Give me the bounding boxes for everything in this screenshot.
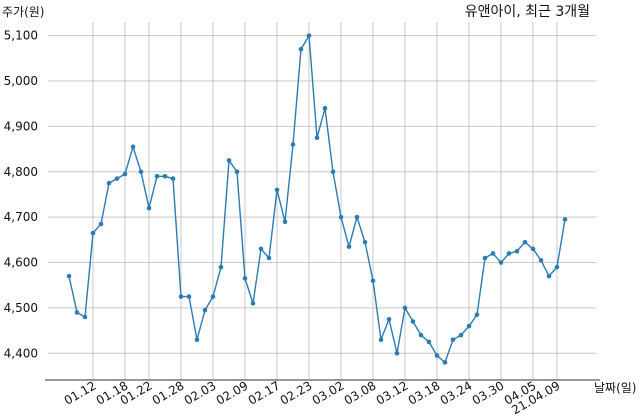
data-point <box>498 260 504 265</box>
data-point <box>490 251 496 256</box>
data-point <box>90 230 96 236</box>
data-point <box>554 264 560 270</box>
data-point <box>106 180 112 186</box>
data-point <box>354 214 360 220</box>
chart-title: 유앤아이, 최근 3개월 <box>465 4 590 20</box>
data-point <box>506 251 512 256</box>
data-point <box>178 294 184 299</box>
data-point <box>538 257 544 263</box>
data-point <box>186 294 192 299</box>
data-point <box>210 294 216 299</box>
data-point <box>250 301 256 306</box>
data-point <box>66 273 72 279</box>
data-point <box>450 337 456 342</box>
data-point <box>418 332 424 338</box>
x-axis-label: 날짜(일) <box>594 381 636 395</box>
data-point <box>266 255 272 261</box>
x-tick-label: 03.18 <box>406 378 443 407</box>
data-point <box>370 278 376 283</box>
x-tick-label: 03.30 <box>470 378 507 407</box>
data-point <box>434 353 440 358</box>
data-point <box>410 319 416 324</box>
series-line <box>68 33 566 364</box>
y-tick-label: 4,600 <box>4 256 38 270</box>
data-point <box>522 239 528 245</box>
data-point <box>474 312 480 318</box>
x-tick-label: 02.03 <box>182 378 219 407</box>
data-point <box>386 316 392 322</box>
data-point <box>290 142 296 147</box>
y-tick-label: 5,100 <box>4 29 38 43</box>
data-point <box>162 174 168 179</box>
y-tick-label: 4,800 <box>4 165 38 179</box>
x-tick-label: 03.02 <box>310 378 347 407</box>
x-tick-label: 03.12 <box>374 378 411 407</box>
data-point <box>74 310 80 315</box>
data-point <box>314 135 320 141</box>
y-tick-label: 4,700 <box>4 210 38 224</box>
data-point <box>218 264 224 270</box>
data-point <box>562 217 568 222</box>
data-point <box>530 246 536 252</box>
y-tick-label: 4,900 <box>4 119 38 133</box>
data-point <box>346 244 352 249</box>
data-point <box>170 176 176 181</box>
x-tick-label: 01.28 <box>150 378 187 407</box>
data-point <box>258 246 264 252</box>
x-tick-label: 02.23 <box>278 378 315 407</box>
x-tick-label: 02.09 <box>214 378 251 407</box>
data-point <box>122 171 128 177</box>
data-point <box>466 323 472 329</box>
data-point <box>194 337 200 342</box>
data-point <box>130 144 136 150</box>
data-point <box>458 332 464 338</box>
price-series <box>66 33 568 365</box>
data-point <box>282 219 288 224</box>
y-tick-label: 4,400 <box>4 346 38 360</box>
data-point <box>138 169 144 175</box>
data-point <box>306 33 312 38</box>
data-point <box>234 169 240 175</box>
data-point <box>226 158 232 163</box>
y-axis-ticks: 4,400 4,500 4,600 4,700 4,800 4,900 5,000 5,100 <box>4 29 38 361</box>
data-point <box>394 351 400 356</box>
y-axis-label: 주가(원) <box>2 5 44 19</box>
y-tick-label: 5,000 <box>4 74 38 88</box>
data-point <box>274 187 280 193</box>
x-tick-label: 01.12 <box>62 378 99 407</box>
data-point <box>202 307 208 313</box>
data-point <box>378 337 384 342</box>
x-tick-label: 02.17 <box>246 378 283 407</box>
data-point <box>514 248 520 254</box>
x-tick-label: 03.08 <box>342 378 379 407</box>
data-point <box>146 205 152 211</box>
data-point <box>482 255 488 261</box>
data-point <box>242 276 248 281</box>
data-point <box>98 221 104 227</box>
data-point <box>442 360 448 365</box>
data-point <box>322 105 328 111</box>
data-point <box>298 46 304 52</box>
data-point <box>426 339 432 345</box>
data-point <box>154 174 160 179</box>
data-point <box>402 305 408 311</box>
grid-lines <box>48 22 596 380</box>
x-tick-label: 03.24 <box>438 378 475 407</box>
data-point <box>546 273 552 279</box>
data-point <box>82 314 88 320</box>
data-point <box>362 239 368 245</box>
data-point <box>330 169 336 175</box>
data-point <box>338 214 344 220</box>
data-point <box>114 176 120 181</box>
y-tick-label: 4,500 <box>4 301 38 315</box>
x-axis-ticks: 01.1201.1801.2201.2802.0302.0902.1702.23… <box>62 378 563 417</box>
